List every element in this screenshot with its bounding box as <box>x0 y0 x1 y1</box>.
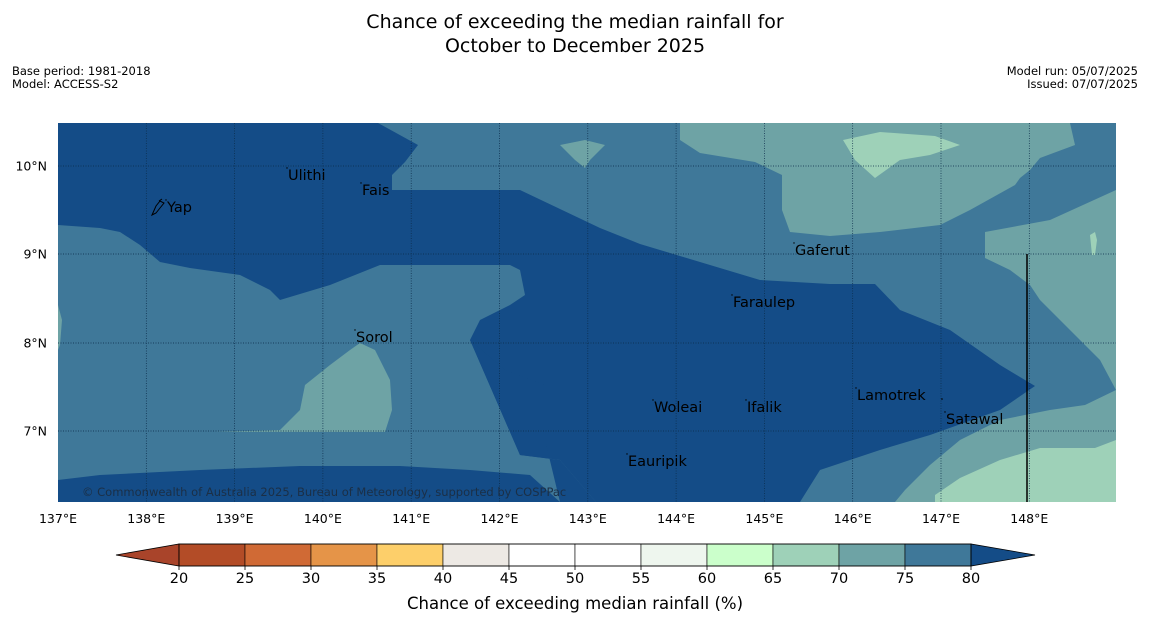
zone-65-southeast <box>935 440 1116 502</box>
colorbar-tick-label: 25 <box>236 571 254 587</box>
colorbar-segment <box>706 543 774 567</box>
longitude-label: 145°E <box>745 511 783 526</box>
colorbar-tick-label: 80 <box>962 571 980 587</box>
latitude-label: 9°N <box>23 247 47 262</box>
place-label: Sorol <box>356 330 393 346</box>
colorbar-title: Chance of exceeding median rainfall (%) <box>406 594 744 613</box>
island-dot <box>360 182 362 184</box>
colorbar-tick-label: 40 <box>434 571 452 587</box>
copyright-text: © Commonwealth of Australia 2025, Bureau… <box>82 485 566 499</box>
island-dot <box>626 453 628 455</box>
longitude-labels: 137°E 138°E 139°E 140°E 141°E 142°E 143°E 144°E… <box>39 511 1048 526</box>
place-label: Yap <box>166 200 192 216</box>
colorbar-tick-labels: 20 25 30 35 40 45 50 55 60 65 70 75 80 <box>170 566 980 587</box>
colorbar-under-triangle <box>115 543 180 567</box>
place-labels: Ulithi Yap Fais Gaferut Faraulep Sorol Lamotre… <box>165 167 1003 470</box>
colorbar-tick-label: 35 <box>368 571 386 587</box>
colorbar-segment <box>310 543 378 567</box>
place-label: Fais <box>362 183 389 199</box>
title-line-1: Chance of exceeding the median rainfall … <box>366 11 784 33</box>
longitude-label: 147°E <box>922 511 960 526</box>
longitude-label: 148°E <box>1010 511 1048 526</box>
island-dot <box>286 167 288 169</box>
colorbar-segment <box>178 543 246 567</box>
zone-70-east <box>895 190 1116 502</box>
longitude-label: 142°E <box>480 511 518 526</box>
place-label: Ulithi <box>288 168 326 184</box>
zone-80-north <box>58 123 1035 502</box>
colorbar-segment <box>244 543 312 567</box>
colorbar-segment <box>904 543 972 567</box>
graticule <box>58 123 1116 502</box>
island-dot <box>354 329 356 331</box>
island-dot <box>652 399 654 401</box>
colorbar-segment <box>508 543 576 567</box>
zone-80-south <box>58 466 560 502</box>
place-label: Gaferut <box>795 243 850 259</box>
longitude-label: 140°E <box>304 511 342 526</box>
title-line-2: October to December 2025 <box>444 35 706 57</box>
latitude-label: 8°N <box>23 336 47 351</box>
place-label: Ifalik <box>747 400 782 416</box>
colorbar-tick-label: 45 <box>500 571 518 587</box>
longitude-label: 141°E <box>392 511 430 526</box>
longitude-label: 138°E <box>127 511 165 526</box>
map-title: Chance of exceeding the median rainfall … <box>0 10 1150 58</box>
longitude-label: 139°E <box>216 511 254 526</box>
zone-70-west <box>215 343 392 432</box>
colorbar <box>115 543 1036 567</box>
colorbar-segment <box>838 543 906 567</box>
island-dot <box>165 199 167 201</box>
model-run: Model run: 05/07/2025 <box>1006 64 1138 78</box>
zone-65-northeast <box>843 132 960 178</box>
issued-date: Issued: 07/07/2025 <box>1027 77 1138 91</box>
colorbar-tick-label: 20 <box>170 571 188 587</box>
model-name: Model: ACCESS-S2 <box>12 77 119 91</box>
zone-70-top-patch <box>560 140 605 168</box>
island-dot <box>731 294 733 296</box>
longitude-label: 144°E <box>657 511 695 526</box>
colorbar-segment <box>442 543 510 567</box>
latitude-label: 7°N <box>23 424 47 439</box>
island-dot <box>855 387 857 389</box>
base-period: Base period: 1981-2018 <box>12 64 151 78</box>
place-label: Lamotrek <box>857 388 926 404</box>
place-label: Eauripik <box>628 454 687 470</box>
zone-80-central <box>470 340 596 502</box>
colorbar-tick-label: 65 <box>764 571 782 587</box>
island-dot <box>944 411 946 413</box>
zone-65-small-east <box>1090 232 1097 255</box>
longitude-label: 143°E <box>569 511 607 526</box>
island-dot <box>941 398 943 400</box>
place-label: Faraulep <box>733 295 795 311</box>
island-dot <box>745 399 747 401</box>
longitude-label: 146°E <box>834 511 872 526</box>
colorbar-tick-label: 70 <box>830 571 848 587</box>
colorbar-segment <box>574 543 642 567</box>
colorbar-segment <box>376 543 444 567</box>
latitude-label: 10°N <box>15 159 47 174</box>
colorbar-segment <box>772 543 840 567</box>
meta-right: Model run: 05/07/2025 Issued: 07/07/2025 <box>1007 65 1138 91</box>
colorbar-tick-label: 75 <box>896 571 914 587</box>
rainfall-field <box>58 123 1116 502</box>
longitude-label: 137°E <box>39 511 77 526</box>
zone-70-edge <box>58 305 62 350</box>
colorbar-segment <box>640 543 708 567</box>
island-dot <box>793 242 795 244</box>
island-outline-icon <box>150 198 165 217</box>
place-label: Woleai <box>654 400 702 416</box>
zone-70-northeast <box>680 123 1075 236</box>
colorbar-over-triangle <box>970 543 1036 567</box>
colorbar-tick-label: 55 <box>632 571 650 587</box>
colorbar-tick-label: 60 <box>698 571 716 587</box>
meta-left: Base period: 1981-2018 Model: ACCESS-S2 <box>12 65 151 91</box>
latitude-labels: 10°N 9°N 8°N 7°N <box>15 159 47 439</box>
place-label: Satawal <box>946 412 1003 428</box>
colorbar-tick-label: 50 <box>566 571 584 587</box>
colorbar-tick-label: 30 <box>302 571 320 587</box>
